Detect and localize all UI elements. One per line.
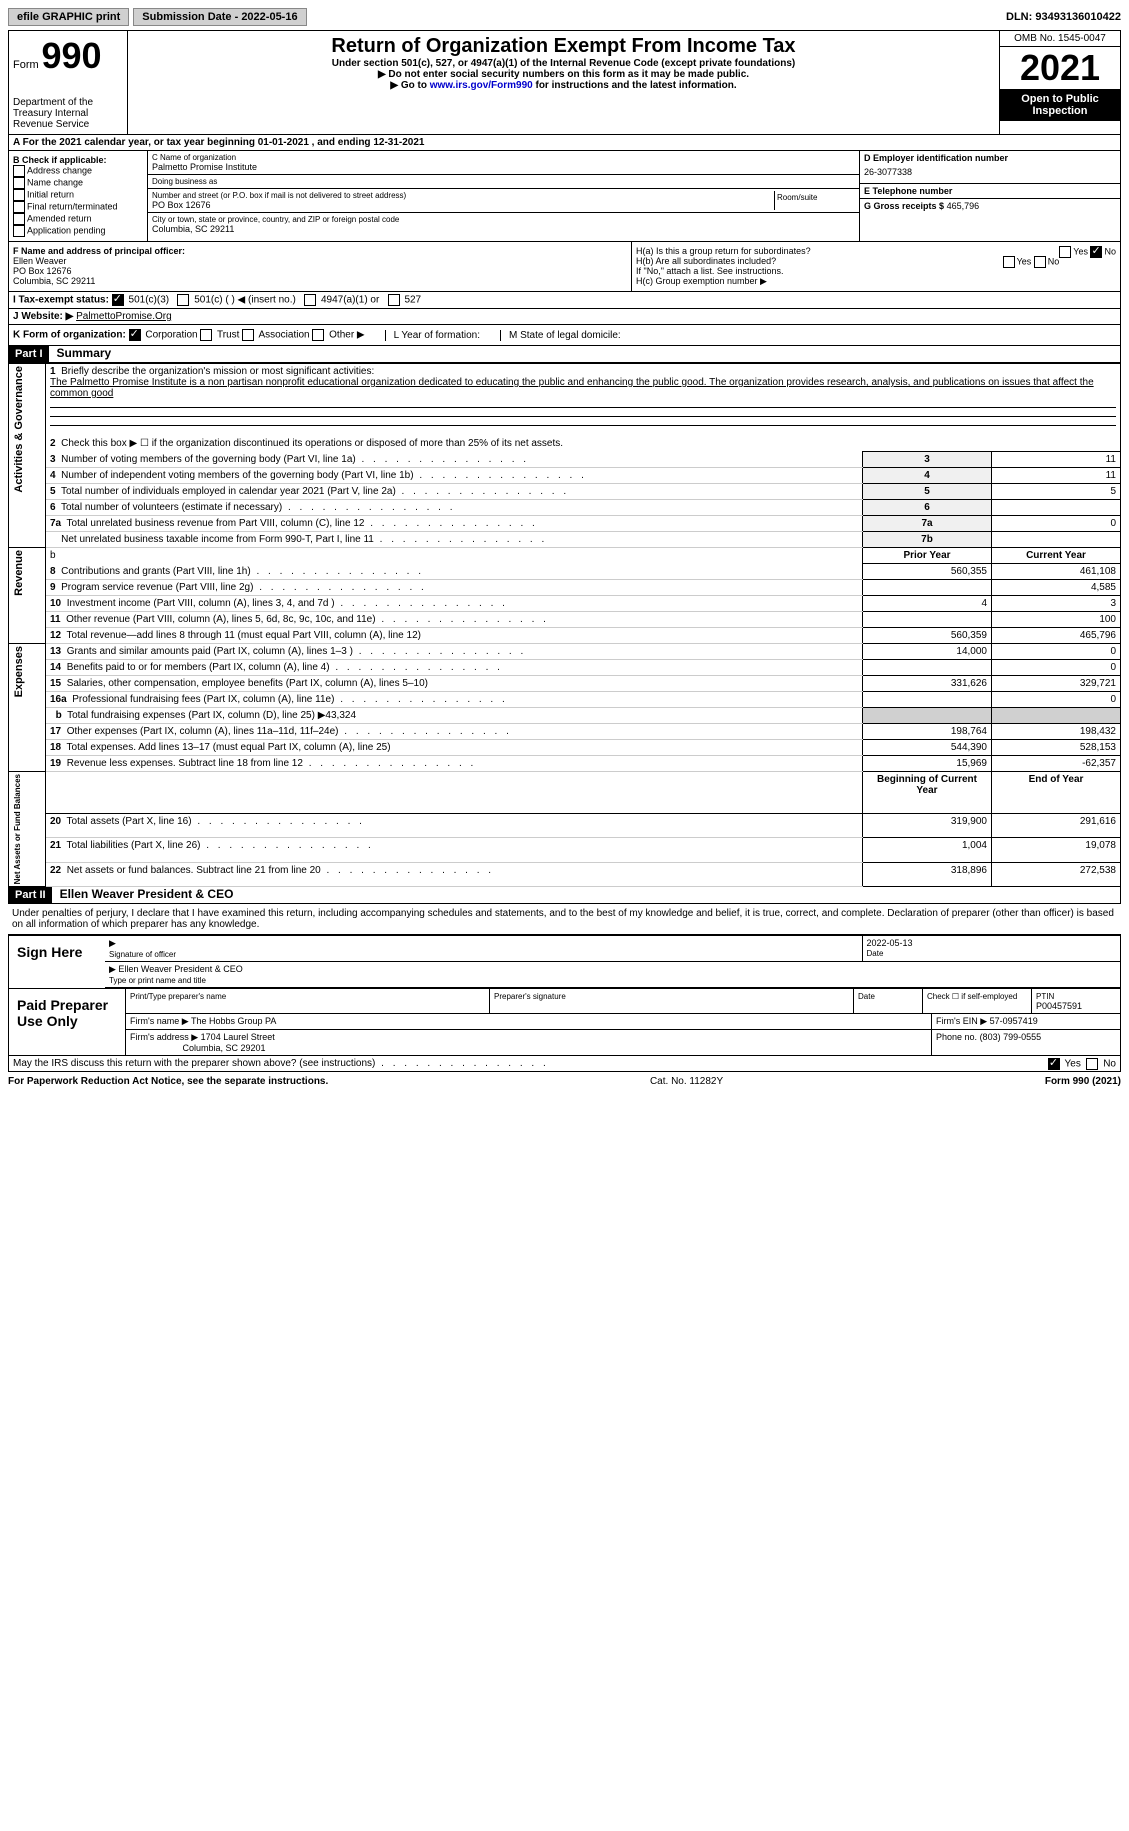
form-subtitle: Under section 501(c), 527, or 4947(a)(1)… [132,58,995,69]
sign-here-box: Sign Here ▶Signature of officer 2022-05-… [8,934,1121,989]
open-public-label: Open to Public Inspection [1000,89,1120,121]
footer: For Paperwork Reduction Act Notice, see … [8,1072,1121,1091]
form-header: Form 990 Department of the Treasury Inte… [8,30,1121,135]
tax-year: 2021 [1000,47,1120,89]
section-e: E Telephone number [860,184,1120,199]
h-c: H(c) Group exemption number ▶ [636,276,1116,287]
form-title: Return of Organization Exempt From Incom… [132,35,995,58]
h-b: H(b) Are all subordinates included? Yes … [636,256,1116,266]
line-a: A For the 2021 calendar year, or tax yea… [8,135,1121,151]
header-bar: efile GRAPHIC print Submission Date - 20… [8,8,1121,26]
tab-expenses: Expenses [13,646,25,697]
officer-box: F Name and address of principal officer:… [8,242,1121,292]
part1-table: Activities & Governance 1 Briefly descri… [8,363,1121,887]
may-irs-discuss: May the IRS discuss this return with the… [8,1056,1121,1072]
section-d: D Employer identification number26-30773… [860,151,1120,184]
tab-revenue: Revenue [13,550,25,596]
note-ssn: ▶ Do not enter social security numbers o… [132,69,995,80]
h-a: H(a) Is this a group return for subordin… [636,246,1116,256]
submission-date-button[interactable]: Submission Date - 2022-05-16 [133,8,306,26]
form-word: Form [13,59,39,71]
section-b: B Check if applicable: Address change Na… [9,151,148,241]
dept-label: Department of the Treasury Internal Reve… [13,97,123,130]
efile-print-button[interactable]: efile GRAPHIC print [8,8,129,26]
entity-box: B Check if applicable: Address change Na… [8,151,1121,242]
section-c: C Name of organizationPalmetto Promise I… [148,151,859,241]
paid-preparer-box: Paid Preparer Use Only Print/Type prepar… [8,989,1121,1056]
part2-header: Part IIEllen Weaver President & CEO [8,887,1121,904]
line-j: J Website: ▶ PalmettoPromise.Org [8,309,1121,325]
line-i: I Tax-exempt status: 501(c)(3) 501(c) ( … [8,292,1121,309]
tab-governance: Activities & Governance [13,366,25,493]
note-website: ▶ Go to www.irs.gov/Form990 for instruct… [132,80,995,91]
dln-label: DLN: 93493136010422 [1006,11,1121,23]
line-k: K Form of organization: Corporation Trus… [8,325,1121,346]
part1-header: Part ISummary [8,346,1121,363]
form-number: 990 [41,35,101,76]
declaration-text: Under penalties of perjury, I declare th… [8,904,1121,934]
tab-netassets: Net Assets or Fund Balances [13,774,22,884]
section-g: G Gross receipts $ 465,796 [860,199,1120,213]
omb-number: OMB No. 1545-0047 [1000,31,1120,47]
irs-link[interactable]: www.irs.gov/Form990 [430,80,533,91]
